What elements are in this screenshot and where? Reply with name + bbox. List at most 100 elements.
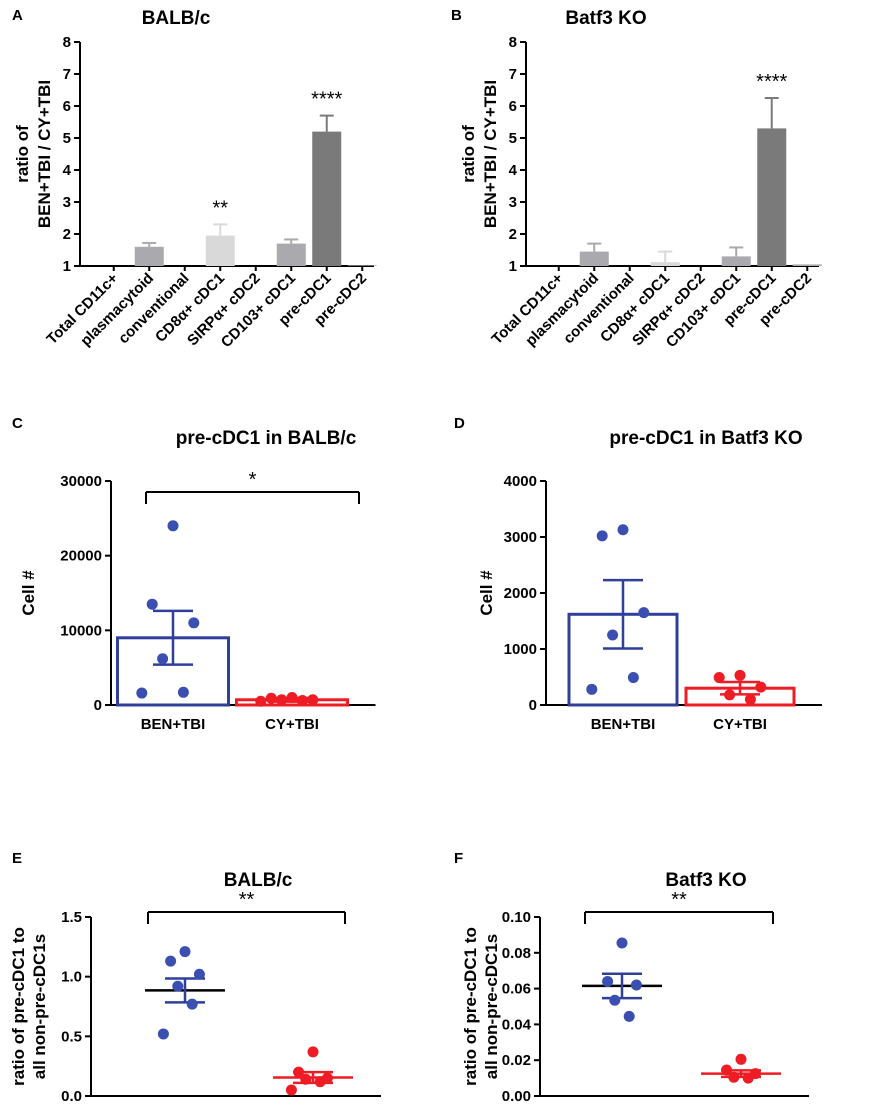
y-axis-label: ratio of BEN+TBI / CY+TBI — [459, 80, 500, 228]
data-point-cy-tbi — [744, 693, 756, 705]
x-category-label: BEN+TBI — [590, 1107, 655, 1109]
y-tick-label: 0.06 — [502, 981, 531, 998]
y-tick-label: 5 — [509, 130, 517, 147]
y-tick-label: 4 — [509, 162, 518, 179]
data-point-ben-tbi — [630, 979, 642, 991]
data-point-cy-tbi — [314, 1076, 326, 1088]
y-tick-label: 8 — [509, 34, 517, 51]
data-point-cy-tbi — [265, 692, 277, 704]
y-tick-label: 1 — [63, 258, 71, 275]
data-point-cy-tbi — [285, 1084, 297, 1096]
bar-cd103-cdc1 — [276, 243, 306, 266]
y-tick-label: 1000 — [504, 641, 537, 658]
data-point-cy-tbi — [300, 1073, 312, 1085]
significance-marker: ** — [671, 889, 687, 911]
y-axis-label-line2: BEN+TBI / CY+TBI — [35, 80, 54, 228]
data-point-ben-tbi — [607, 629, 619, 641]
x-category-label: BEN+TBI — [591, 716, 656, 733]
y-tick-label: 3 — [509, 194, 517, 211]
significance-marker: * — [249, 469, 257, 491]
y-tick-label: 8 — [63, 34, 71, 51]
x-category-label: CY+TBI — [265, 716, 319, 733]
y-axis-label-line1: ratio of — [13, 125, 32, 183]
bar-cd8-cdc1 — [650, 262, 680, 266]
data-point-ben-tbi — [617, 524, 629, 536]
data-point-ben-tbi — [616, 937, 628, 949]
chart-title: BALB/c — [224, 870, 293, 891]
significance-marker: ** — [212, 197, 228, 219]
panel-letter: D — [454, 415, 465, 432]
y-axis-label: ratio of pre-cDC1 to all non-pre-cDC1s — [9, 927, 49, 1086]
x-category-label: BEN+TBI — [153, 1107, 218, 1109]
panel-letter: B — [451, 7, 462, 24]
y-tick-label: 3 — [63, 194, 71, 211]
y-tick-label: 5 — [63, 130, 71, 147]
y-tick-label: 1.0 — [61, 969, 82, 986]
y-tick-label: 7 — [63, 66, 71, 83]
data-point-ben-tbi — [193, 968, 205, 980]
y-tick-label: 3000 — [504, 529, 537, 546]
y-axis-label-text: Cell # — [477, 570, 496, 616]
data-point-ben-tbi — [586, 683, 598, 695]
y-tick-label: 0 — [529, 697, 537, 714]
y-tick-label: 2000 — [504, 585, 537, 602]
data-point-ben-tbi — [157, 1028, 169, 1040]
y-tick-label: 30000 — [60, 473, 102, 490]
data-point-ben-tbi — [596, 530, 608, 542]
data-point-ben-tbi — [602, 975, 614, 987]
chart-title: pre-cDC1 in Batf3 KO — [609, 428, 802, 449]
y-axis-label: ratio of BEN+TBI / CY+TBI — [13, 80, 54, 228]
data-point-cy-tbi — [724, 689, 736, 701]
y-tick-label: 4 — [63, 162, 72, 179]
y-tick-label: 7 — [509, 66, 517, 83]
x-category-label: CY+TBI — [713, 716, 767, 733]
data-point-cy-tbi — [713, 672, 725, 684]
data-point-cy-tbi — [735, 1053, 747, 1065]
y-axis-label-line1: ratio of — [459, 125, 478, 183]
panel-letter: A — [12, 7, 23, 24]
y-tick-label: 6 — [63, 98, 71, 115]
data-point-ben-tbi — [146, 598, 158, 610]
data-point-ben-tbi — [179, 946, 191, 958]
data-point-cy-tbi — [293, 1066, 305, 1078]
bar-pre-cdc1 — [757, 128, 787, 266]
data-point-ben-tbi — [165, 955, 177, 967]
y-tick-label: 0.00 — [502, 1088, 531, 1105]
chart-title: Batf3 KO — [565, 8, 646, 29]
bar-plasmacytoid — [134, 246, 164, 266]
data-point-ben-tbi — [638, 607, 650, 619]
chart-title: BALB/c — [142, 8, 211, 29]
y-tick-label: 0 — [94, 697, 102, 714]
y-axis-label-line1: ratio of pre-cDC1 to — [461, 927, 480, 1086]
y-tick-label: 2 — [63, 226, 71, 243]
bar-cd8-cdc1 — [205, 235, 235, 266]
data-point-cy-tbi — [721, 1064, 733, 1076]
y-tick-label: 0.08 — [502, 945, 531, 962]
y-axis-label: ratio of pre-cDC1 to all non-pre-cDC1s — [461, 927, 501, 1086]
data-point-cy-tbi — [286, 692, 298, 704]
bar-pre-cdc2 — [347, 265, 377, 266]
panel-b: B Batf3 KO ratio of BEN+TBI / CY+TBI 1 2 3 4 5 6 7… — [451, 7, 822, 351]
panel-letter: C — [12, 415, 23, 432]
y-tick-label: 1.5 — [61, 909, 82, 926]
y-tick-label: 0.02 — [502, 1052, 531, 1069]
y-tick-label: 0.5 — [61, 1028, 82, 1045]
data-point-ben-tbi — [157, 653, 169, 665]
y-tick-label: 2 — [509, 226, 517, 243]
bar-cd103-cdc1 — [721, 256, 751, 266]
y-tick-label: 20000 — [60, 548, 102, 565]
data-point-cy-tbi — [296, 695, 308, 707]
y-axis-label-line2: BEN+TBI / CY+TBI — [481, 80, 500, 228]
bar-pre-cdc2 — [792, 264, 822, 266]
y-tick-label: 0.10 — [502, 909, 531, 926]
y-tick-label: 6 — [509, 98, 517, 115]
significance-marker: ** — [239, 889, 255, 911]
data-point-cy-tbi — [742, 1072, 754, 1084]
panel-e: E BALB/c ratio of pre-cDC1 to all non-pre-c… — [9, 850, 381, 1109]
y-tick-label: 0.0 — [61, 1088, 82, 1105]
y-axis-label-line1: ratio of pre-cDC1 to — [9, 927, 28, 1086]
data-point-ben-tbi — [609, 994, 621, 1006]
x-category-label: BEN+TBI — [141, 716, 206, 733]
